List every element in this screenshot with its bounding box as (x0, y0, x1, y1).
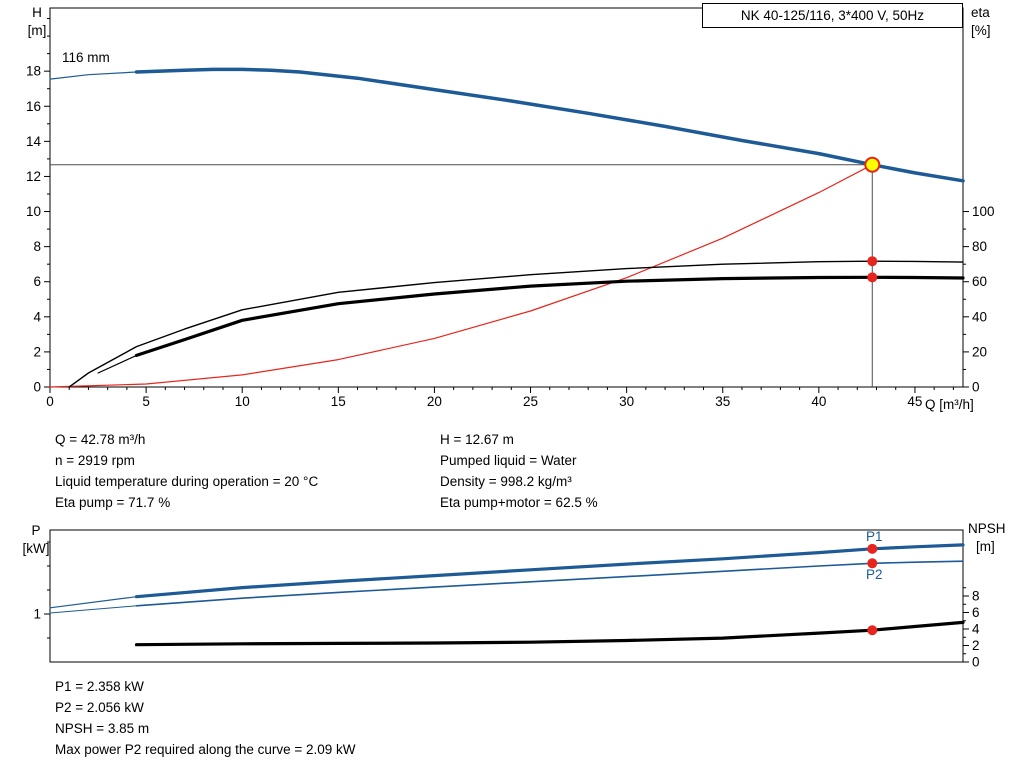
p1-point (867, 543, 878, 554)
tick-label: 20 (972, 344, 987, 359)
info-line-liquid: Pumped liquid = Water (440, 453, 577, 468)
axis-title-eta-symbol: eta (971, 5, 990, 20)
tick-label: 60 (972, 274, 987, 289)
tick-label: 6 (33, 274, 41, 289)
tick-label: 0 (972, 380, 980, 395)
p2-curve (135, 560, 964, 607)
tick-label: 14 (26, 134, 42, 149)
tick-label: 35 (715, 394, 730, 409)
tick-label: 12 (26, 169, 41, 184)
axis-title-head-unit: [m] (27, 23, 47, 38)
axis-title-npsh: NPSH [m] (968, 520, 1022, 556)
tick-label: 0 (33, 380, 41, 395)
tick-label: 40 (972, 309, 987, 324)
tick-label: 20 (427, 394, 442, 409)
pump-model-title: NK 40-125/116, 3*400 V, 50Hz (702, 3, 963, 28)
p2-point (867, 558, 878, 569)
tick-label: 8 (33, 239, 41, 254)
info-line-h: H = 12.67 m (440, 432, 514, 447)
duty-info-left: Q = 42.78 m³/h n = 2919 rpm Liquid tempe… (55, 429, 435, 513)
eta-pump-motor-curve (134, 275, 965, 357)
duty-point (864, 156, 881, 173)
tick-label: 18 (26, 64, 41, 79)
tick-label: 45 (907, 394, 922, 409)
impeller-diameter-label: 116 mm (62, 50, 110, 65)
tick-label: 15 (331, 394, 346, 409)
tick-label: 1 (33, 607, 41, 622)
p1-curve (134, 543, 965, 599)
eta-pump-curve (68, 260, 964, 388)
p2-curve-lead (49, 605, 137, 614)
eta-pump-motor-lead (97, 354, 138, 374)
plot-frame (49, 7, 964, 388)
tick-label: 10 (235, 394, 250, 409)
p2-curve-label: P2 (866, 567, 883, 582)
tick-label: 8 (972, 589, 980, 604)
axis-title-head: H [m] (18, 4, 56, 40)
head-efficiency-chart: 0 5 10 15 20 25 30 35 40 45 0 2 4 6 8 10 12 14 16 18 0 20 40 60… (26, 7, 995, 409)
tick-label: 10 (26, 204, 41, 219)
tick-label: 25 (523, 394, 538, 409)
tick-label: 4 (33, 309, 41, 324)
tick-label: 30 (619, 394, 634, 409)
info-line-p2: P2 = 2.056 kW (55, 700, 144, 715)
axis-title-eta-unit: [%] (971, 23, 991, 38)
tick-label: 80 (972, 239, 987, 254)
info-line-temperature: Liquid temperature during operation = 20… (55, 474, 319, 489)
info-line-density: Density = 998.2 kg/m³ (440, 474, 572, 489)
tick-label: 5 (142, 394, 150, 409)
tick-label: 2 (972, 638, 980, 653)
axis-title-npsh-unit: [m] (976, 539, 995, 554)
power-info-block: P1 = 2.358 kW P2 = 2.056 kW NPSH = 3.85 … (55, 676, 555, 760)
npsh-point (867, 625, 878, 636)
eta-pump-motor-point (867, 272, 878, 283)
tick-label: 4 (972, 622, 980, 637)
p1-curve-lead (49, 596, 138, 609)
axis-title-head-symbol: H (32, 5, 42, 20)
axis-title-npsh-symbol: NPSH (968, 521, 1006, 536)
tick-label: 6 (972, 605, 980, 620)
tick-label: 0 (972, 655, 980, 670)
info-line-q: Q = 42.78 m³/h (55, 432, 146, 447)
axis-title-power: P [kW] (14, 522, 58, 558)
duty-info-right: H = 12.67 m Pumped liquid = Water Densit… (440, 429, 820, 513)
info-line-max-power: Max power P2 required along the curve = … (55, 742, 356, 757)
axis-title-power-unit: [kW] (22, 541, 50, 556)
p1-curve-label: P1 (866, 529, 883, 544)
tick-label: 2 (33, 344, 41, 359)
axis-title-flow: Q [m³/h] (925, 397, 974, 412)
eta-pump-point (867, 256, 878, 267)
info-line-rpm: n = 2919 rpm (55, 453, 135, 468)
npsh-curve (134, 620, 965, 647)
info-line-npsh: NPSH = 3.85 m (55, 721, 150, 736)
axis-title-power-symbol: P (31, 523, 41, 538)
head-curve-lead (49, 71, 138, 80)
info-line-p1: P1 = 2.358 kW (55, 679, 144, 694)
head-curve (134, 67, 965, 183)
tick-label: 40 (811, 394, 826, 409)
system-curve (49, 164, 873, 388)
tick-label: 100 (972, 204, 995, 219)
info-line-eta-pump-motor: Eta pump+motor = 62.5 % (440, 495, 598, 510)
info-line-eta-pump: Eta pump = 71.7 % (55, 495, 171, 510)
power-npsh-chart: 1 0 24 68 (33, 529, 980, 670)
axis-title-eta: eta [%] (971, 4, 1019, 40)
tick-label: 0 (46, 394, 54, 409)
tick-label: 16 (26, 99, 41, 114)
